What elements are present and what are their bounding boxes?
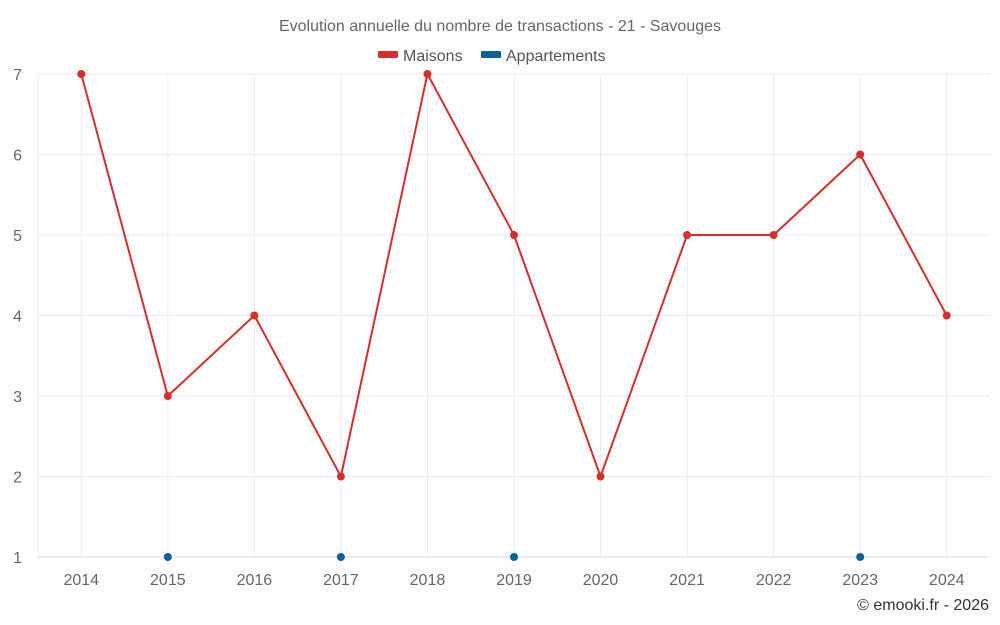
data-point-maisons[interactable] <box>769 231 778 239</box>
data-point-appartements[interactable] <box>510 553 518 561</box>
x-tick-label: 2018 <box>410 572 446 589</box>
x-tick-label: 2022 <box>756 572 792 589</box>
x-tick-label: 2019 <box>496 572 532 589</box>
x-tick-label: 2016 <box>237 572 273 589</box>
data-point-maisons[interactable] <box>336 472 345 481</box>
data-point-maisons[interactable] <box>942 311 951 320</box>
y-tick-label: 3 <box>13 389 22 406</box>
legend-label-appartements: Appartements <box>506 48 606 65</box>
data-point-maisons[interactable] <box>163 392 172 400</box>
legend-item-appartements[interactable]: Appartements <box>481 48 606 65</box>
x-tick-label: 2024 <box>929 572 965 589</box>
y-tick-label: 7 <box>13 67 22 84</box>
x-tick-label: 2020 <box>583 572 619 589</box>
data-point-maisons[interactable] <box>596 472 605 481</box>
chart-title: Evolution annuelle du nombre de transact… <box>279 18 721 35</box>
y-tick-label: 2 <box>13 470 22 487</box>
data-point-maisons[interactable] <box>856 150 865 159</box>
legend-item-maisons[interactable]: Maisons <box>378 48 463 65</box>
legend-label-maisons: Maisons <box>403 48 463 65</box>
legend-swatch-maisons <box>378 51 398 58</box>
y-tick-label: 1 <box>13 550 22 567</box>
x-tick-label: 2023 <box>842 572 878 589</box>
x-tick-label: 2015 <box>150 572 186 589</box>
legend: Maisons Appartements <box>378 48 606 65</box>
y-tick-label: 6 <box>13 148 22 165</box>
data-point-maisons[interactable] <box>77 70 86 78</box>
y-tick-label: 5 <box>13 228 22 245</box>
series <box>77 70 951 561</box>
axes: 1 2 3 4 5 6 7 2014 2015 2016 2017 2018 2019 2020 2021 2… <box>13 67 990 589</box>
y-tick-label: 4 <box>13 309 22 326</box>
x-tick-label: 2017 <box>323 572 359 589</box>
data-point-appartements[interactable] <box>163 553 172 561</box>
data-point-maisons[interactable] <box>510 231 518 239</box>
x-tick-label: 2014 <box>63 572 99 589</box>
grid <box>37 73 990 558</box>
x-tick-label: 2021 <box>669 572 705 589</box>
data-point-appartements[interactable] <box>856 553 865 561</box>
data-point-maisons[interactable] <box>250 311 259 320</box>
legend-swatch-appartements <box>481 51 501 58</box>
data-point-appartements[interactable] <box>336 553 345 561</box>
data-point-maisons[interactable] <box>423 70 432 78</box>
credit: © emooki.fr - 2026 <box>857 597 989 614</box>
data-point-maisons[interactable] <box>683 231 692 239</box>
